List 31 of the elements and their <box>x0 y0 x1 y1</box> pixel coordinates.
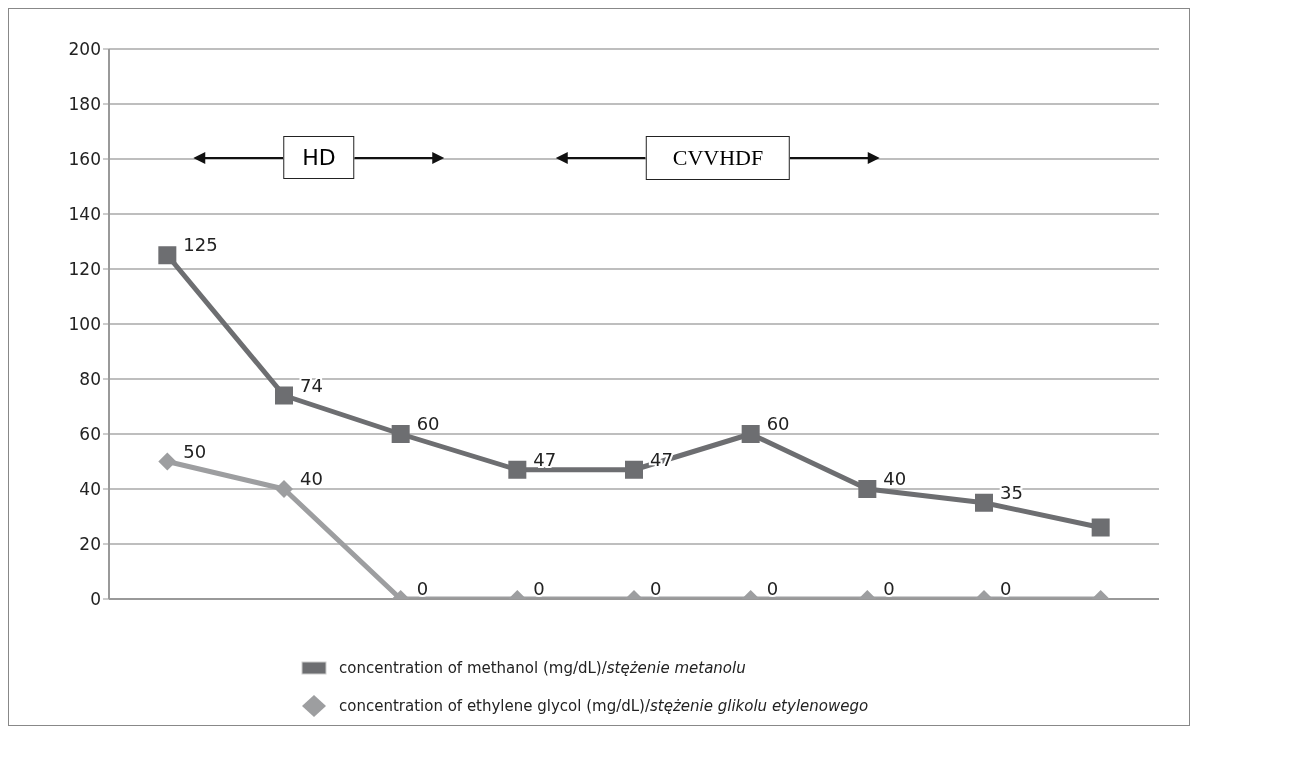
data-label: 50 <box>183 440 207 462</box>
data-label: 47 <box>533 448 557 470</box>
data-label: 0 <box>1000 578 1012 599</box>
y-tick-label: 60 <box>79 424 101 445</box>
data-label: 74 <box>300 374 323 396</box>
data-label: 0 <box>766 578 779 599</box>
y-tick-label: 20 <box>79 534 101 555</box>
y-tick-label: 180 <box>68 94 101 115</box>
y-tick-label: 140 <box>68 204 101 225</box>
data-label: 0 <box>416 578 429 599</box>
data-label: 47 <box>650 448 673 470</box>
y-tick-label: 40 <box>79 479 101 500</box>
legend-label: concentration of methanol (mg/dL)/stężenie metanolu <box>339 659 746 677</box>
data-label: 0 <box>650 578 662 599</box>
data-label: 0 <box>883 578 895 599</box>
data-label: 60 <box>766 413 790 434</box>
annotation: CVVHDF <box>645 136 791 180</box>
legend-label: concentration of ethylene glycol (mg/dL)/stężenie glikolu etylenowego <box>339 697 869 715</box>
y-tick-label: 120 <box>68 259 101 280</box>
data-label: 40 <box>883 468 907 489</box>
y-tick-label: 0 <box>90 589 101 610</box>
data-label: 35 <box>1000 481 1023 503</box>
y-tick-label: 80 <box>79 369 101 390</box>
data-label: 60 <box>416 413 440 434</box>
data-label: 0 <box>533 578 545 599</box>
y-tick-label: 100 <box>68 314 101 335</box>
data-label: 125 <box>183 234 218 256</box>
y-tick-label: 200 <box>68 39 101 60</box>
y-tick-label: 160 <box>68 149 101 170</box>
data-label: 40 <box>300 468 323 489</box>
annotation: HD <box>283 136 355 179</box>
